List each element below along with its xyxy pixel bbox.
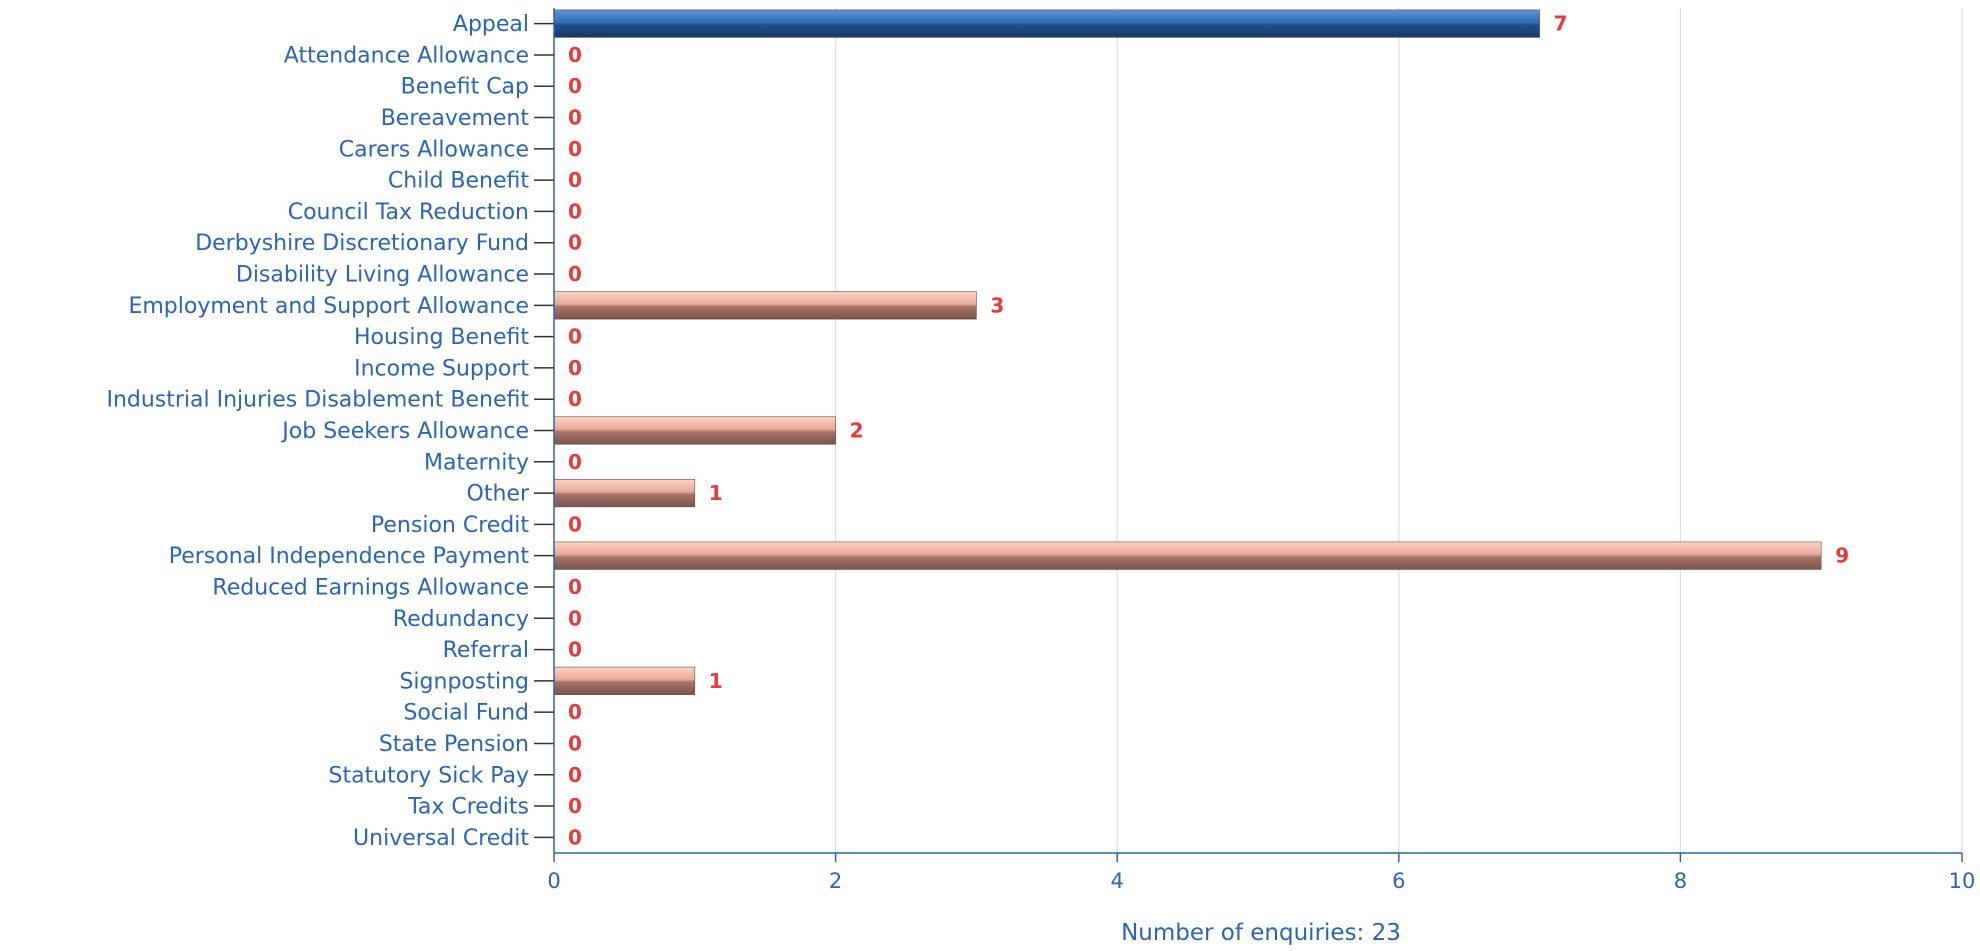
category-label: Attendance Allowance (284, 43, 529, 68)
data-label: 0 (568, 763, 582, 787)
category-label: Appeal (453, 12, 529, 37)
category-label: Job Seekers Allowance (280, 419, 529, 444)
data-label: 1 (709, 669, 723, 693)
category-label: Universal Credit (353, 826, 529, 851)
category-label: Referral (443, 638, 529, 663)
category-label: Personal Independence Payment (169, 544, 530, 569)
x-tick-label: 2 (829, 869, 842, 893)
category-label: Housing Benefit (354, 325, 529, 350)
bars (553, 9, 1822, 695)
x-tick-label: 8 (1674, 869, 1687, 893)
category-label: Employment and Support Allowance (128, 294, 529, 319)
grid-lines (834, 8, 1963, 853)
bar (553, 479, 696, 508)
category-label: Industrial Injuries Disablement Benefit (106, 388, 529, 413)
data-label: 3 (990, 293, 1004, 317)
data-labels: 7 0 0 0 0 0 0 0 0 3 0 0 0 2 0 1 0 9 0 0 0 1 0 0 0 0 0 (568, 12, 1849, 850)
data-label: 0 (568, 606, 582, 630)
x-tick-label: 0 (547, 869, 560, 893)
data-label: 0 (568, 825, 582, 849)
category-label: Child Benefit (388, 169, 529, 194)
category-label: Tax Credits (407, 795, 529, 820)
data-label: 0 (568, 43, 582, 67)
data-label: 0 (568, 512, 582, 536)
category-label: Other (467, 482, 530, 507)
data-label: 0 (568, 137, 582, 161)
category-label: Benefit Cap (401, 75, 529, 100)
data-label: 0 (568, 450, 582, 474)
x-tick-label: 4 (1111, 869, 1124, 893)
category-labels: Appeal Attendance Allowance Benefit Cap Ber… (106, 12, 554, 851)
category-label: Disability Living Allowance (236, 263, 529, 288)
data-label: 0 (568, 262, 582, 286)
bar (553, 416, 836, 445)
data-label: 0 (568, 638, 582, 662)
category-label: Bereavement (381, 106, 530, 131)
data-label: 9 (1835, 544, 1849, 568)
data-label: 2 (850, 419, 864, 443)
category-label: State Pension (379, 732, 529, 757)
data-label: 1 (709, 481, 723, 505)
data-label: 0 (568, 387, 582, 411)
bar (553, 541, 1822, 570)
x-tick-labels: 0 2 4 6 8 10 (547, 853, 1975, 893)
data-label: 0 (568, 231, 582, 255)
data-label: 0 (568, 168, 582, 192)
category-label: Signposting (399, 669, 529, 694)
bar (553, 9, 1540, 38)
data-label: 0 (568, 74, 582, 98)
bar (553, 666, 696, 695)
category-label: Council Tax Reduction (288, 200, 529, 225)
category-label: Social Fund (403, 701, 529, 726)
data-label: 0 (568, 794, 582, 818)
data-label: 0 (568, 575, 582, 599)
data-label: 0 (568, 325, 582, 349)
category-label: Reduced Earnings Allowance (212, 575, 529, 600)
x-axis-label: Number of enquiries: 23 (1121, 920, 1401, 946)
data-label: 0 (568, 356, 582, 380)
category-label: Carers Allowance (339, 137, 529, 162)
data-label: 0 (568, 731, 582, 755)
data-label: 0 (568, 106, 582, 130)
category-label: Income Support (354, 356, 529, 381)
x-tick-label: 10 (1949, 869, 1976, 893)
category-label: Maternity (424, 450, 529, 475)
data-label: 7 (1554, 12, 1568, 36)
data-label: 0 (568, 199, 582, 223)
bar (553, 291, 977, 320)
category-label: Statutory Sick Pay (329, 763, 529, 788)
category-label: Pension Credit (371, 513, 529, 538)
category-label: Derbyshire Discretionary Fund (195, 231, 529, 256)
category-label: Redundancy (393, 607, 529, 632)
data-label: 0 (568, 700, 582, 724)
x-tick-label: 6 (1392, 869, 1405, 893)
